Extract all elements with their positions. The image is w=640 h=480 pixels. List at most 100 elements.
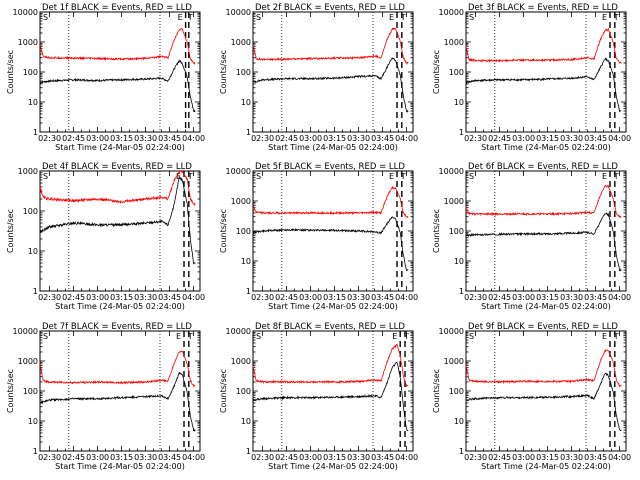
x-tick-label: 04:00 bbox=[608, 453, 631, 462]
events-series-line bbox=[252, 57, 409, 113]
x-tick-label: 03:30 bbox=[347, 453, 370, 462]
y-tick-label: 100 bbox=[449, 227, 464, 236]
annotation-s: S bbox=[43, 172, 48, 181]
y-tick-label: 1 bbox=[33, 128, 38, 137]
annotation-s: S bbox=[469, 332, 474, 341]
plot-frame bbox=[39, 330, 201, 452]
y-tick-label: 100 bbox=[23, 68, 38, 77]
y-tick-label: 10 bbox=[28, 98, 38, 107]
y-tick-label: 100 bbox=[23, 207, 38, 216]
annotation-s: S bbox=[43, 13, 48, 22]
panel-title: Det 5f BLACK = Events, RED = LLD bbox=[255, 162, 405, 172]
y-tick-label: 10 bbox=[241, 98, 251, 107]
y-tick-label: 10000 bbox=[13, 327, 38, 336]
x-tick-label: 04:00 bbox=[395, 453, 418, 462]
y-tick-label: 1000 bbox=[18, 357, 38, 366]
y-tick-label: 1 bbox=[459, 447, 464, 456]
events-series-line bbox=[39, 175, 196, 265]
annotation-e: E bbox=[602, 13, 607, 22]
y-axis-label: Counts/sec bbox=[432, 209, 441, 253]
panel-title: Det 1f BLACK = Events, RED = LLD bbox=[42, 3, 192, 13]
x-tick-label: 03:30 bbox=[560, 453, 583, 462]
y-axis-label: Counts/sec bbox=[219, 209, 228, 253]
lld-series-line bbox=[465, 27, 622, 64]
y-tick-label: 100 bbox=[449, 387, 464, 396]
x-tick-label: 02:45 bbox=[62, 134, 85, 143]
annotation-t: T bbox=[613, 332, 619, 341]
y-tick-label: 1000 bbox=[444, 38, 464, 47]
x-tick-label: 03:30 bbox=[347, 293, 370, 302]
annotation-t: T bbox=[187, 13, 193, 22]
x-tick-label: 02:30 bbox=[38, 293, 61, 302]
y-tick-label: 1000 bbox=[231, 197, 251, 206]
y-tick-label: 1 bbox=[459, 128, 464, 137]
y-tick-label: 10000 bbox=[226, 327, 251, 336]
x-tick-label: 03:30 bbox=[347, 134, 370, 143]
x-tick-label: 04:00 bbox=[395, 134, 418, 143]
panel-title: Det 9f BLACK = Events, RED = LLD bbox=[468, 322, 618, 332]
x-axis-label: Start Time (24-Mar-05 02:24:00) bbox=[268, 143, 398, 152]
y-tick-label: 10 bbox=[241, 257, 251, 266]
x-axis-label: Start Time (24-Mar-05 02:24:00) bbox=[481, 462, 611, 471]
y-tick-label: 1000 bbox=[231, 38, 251, 47]
x-tick-label: 03:15 bbox=[536, 134, 559, 143]
y-tick-label: 10 bbox=[28, 417, 38, 426]
y-tick-label: 10 bbox=[454, 98, 464, 107]
annotation-e: E bbox=[602, 172, 607, 181]
x-tick-label: 02:30 bbox=[38, 453, 61, 462]
x-tick-label: 03:45 bbox=[158, 134, 181, 143]
y-tick-label: 1 bbox=[246, 447, 251, 456]
x-tick-label: 02:45 bbox=[488, 134, 511, 143]
panel-title: Det 8f BLACK = Events, RED = LLD bbox=[255, 322, 405, 332]
x-tick-label: 02:30 bbox=[464, 453, 487, 462]
panel-title: Det 3f BLACK = Events, RED = LLD bbox=[468, 3, 618, 13]
x-axis-label: Start Time (24-Mar-05 02:24:00) bbox=[55, 143, 185, 152]
y-tick-label: 1 bbox=[33, 287, 38, 296]
annotation-e: E bbox=[389, 172, 394, 181]
events-series-line bbox=[39, 371, 196, 432]
y-tick-label: 1000 bbox=[444, 357, 464, 366]
lld-series-line bbox=[252, 27, 409, 66]
x-tick-label: 03:45 bbox=[371, 453, 394, 462]
x-tick-label: 03:00 bbox=[512, 453, 535, 462]
x-tick-label: 03:00 bbox=[86, 293, 109, 302]
x-tick-label: 03:00 bbox=[512, 293, 535, 302]
events-series-line bbox=[252, 362, 409, 432]
panel-title: Det 4f BLACK = Events, RED = LLD bbox=[42, 162, 192, 172]
y-tick-label: 1000 bbox=[18, 38, 38, 47]
y-tick-label: 100 bbox=[236, 68, 251, 77]
x-tick-label: 02:30 bbox=[464, 134, 487, 143]
annotation-s: S bbox=[256, 172, 261, 181]
annotation-t: T bbox=[187, 332, 193, 341]
y-tick-label: 10 bbox=[28, 247, 38, 256]
x-tick-label: 03:00 bbox=[299, 453, 322, 462]
x-axis-label: Start Time (24-Mar-05 02:24:00) bbox=[268, 302, 398, 311]
annotation-t: T bbox=[400, 13, 406, 22]
x-tick-label: 03:30 bbox=[134, 293, 157, 302]
x-tick-label: 03:45 bbox=[584, 293, 607, 302]
lld-series-line bbox=[39, 350, 196, 388]
y-tick-label: 1 bbox=[33, 447, 38, 456]
y-tick-label: 1 bbox=[459, 287, 464, 296]
events-series-line bbox=[465, 212, 622, 272]
x-tick-label: 03:30 bbox=[560, 293, 583, 302]
x-tick-label: 03:15 bbox=[536, 453, 559, 462]
y-tick-label: 1000 bbox=[18, 167, 38, 176]
x-tick-label: 03:00 bbox=[299, 293, 322, 302]
events-series-line bbox=[465, 57, 622, 113]
annotation-s: S bbox=[469, 13, 474, 22]
y-tick-label: 10000 bbox=[439, 167, 464, 176]
x-tick-label: 02:30 bbox=[251, 134, 274, 143]
x-axis-label: Start Time (24-Mar-05 02:24:00) bbox=[481, 143, 611, 152]
x-tick-label: 02:30 bbox=[251, 453, 274, 462]
annotation-s: S bbox=[469, 172, 474, 181]
y-tick-label: 1000 bbox=[444, 197, 464, 206]
y-tick-label: 10000 bbox=[226, 167, 251, 176]
lld-series-line bbox=[252, 343, 409, 388]
